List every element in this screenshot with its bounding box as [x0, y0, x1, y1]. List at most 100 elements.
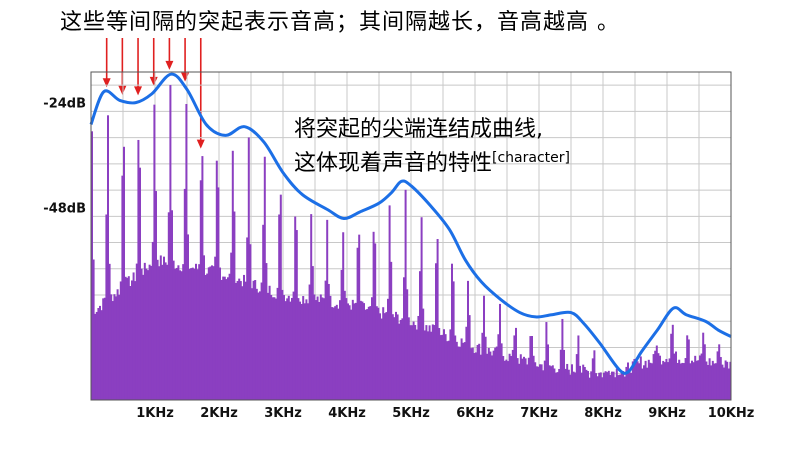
- spectrum-bar: [411, 325, 413, 400]
- annotation-line2-text: 这体现着声音的特性: [294, 151, 493, 176]
- plot-frame: [90, 71, 732, 401]
- spectrum-bar: [446, 341, 449, 400]
- spectrum-bar: [612, 371, 615, 400]
- spectrum-bar: [353, 303, 356, 400]
- spectrum-bar: [665, 358, 668, 400]
- spectrum-bar: [115, 296, 117, 400]
- spectrum-bar: [719, 357, 722, 400]
- spectrum-bar: [439, 335, 442, 400]
- spectrum-bar: [478, 343, 481, 400]
- spectrum-bar: [460, 338, 463, 400]
- spectrum-bar: [583, 367, 586, 400]
- spectrum-bar: [567, 369, 570, 400]
- spectrum-bar: [611, 371, 613, 400]
- spectrum-bar: [396, 314, 399, 400]
- spectrum-bar: [249, 244, 252, 400]
- harmonic-arrow: [165, 38, 174, 70]
- spectrum-bar: [100, 310, 103, 400]
- spectrum-bar: [374, 243, 377, 400]
- spectrum-bar: [292, 291, 295, 400]
- spectrum-bar: [94, 313, 97, 400]
- spectrum-bar: [550, 366, 553, 400]
- annotation-superscript: [character]: [492, 150, 570, 166]
- spectrum-bar: [215, 160, 218, 400]
- spectrum-bar: [444, 334, 447, 400]
- spectrum-bar: [294, 216, 297, 400]
- spectrum-bar: [257, 292, 260, 400]
- spectrum-bar: [604, 371, 607, 400]
- spectrum-bar: [188, 268, 191, 400]
- spectrum-bar: [724, 360, 727, 400]
- spectrum-bar: [407, 317, 410, 400]
- spectrum-bar: [279, 194, 282, 400]
- spectrum-bar: [644, 360, 647, 400]
- spectrum-bar: [263, 156, 266, 400]
- spectrum-bar: [561, 318, 564, 400]
- spectrum-bar: [548, 365, 551, 400]
- spectrum-bar: [331, 307, 333, 400]
- x-tick-label: 4KHz: [328, 406, 366, 421]
- spectrum-bar: [513, 335, 516, 400]
- spectrum-bar: [236, 281, 239, 400]
- spectrum-bar: [678, 359, 681, 400]
- spectrum-bar: [486, 353, 489, 400]
- spectrum-bar: [646, 367, 649, 400]
- spectrum-bar: [499, 303, 501, 400]
- spectrum-bar: [359, 300, 362, 400]
- spectrum-bar: [329, 295, 332, 400]
- spectrum-bar: [103, 297, 106, 400]
- spectrum-bar: [134, 281, 137, 400]
- spectrum-bar: [713, 363, 716, 400]
- spectrum-bar: [303, 303, 306, 400]
- spectrum-bar: [401, 318, 404, 400]
- spectrum-bar: [483, 295, 485, 400]
- spectrum-bar: [596, 376, 599, 400]
- spectrum-bar: [91, 131, 93, 400]
- spectrum-bar: [159, 255, 162, 400]
- spectrum-bar: [419, 271, 421, 400]
- spectrum-bar: [598, 372, 601, 400]
- spectrum-bar: [660, 364, 663, 400]
- spectrum-bar: [233, 211, 236, 400]
- spectrum-bar: [166, 264, 169, 400]
- harmonic-arrow: [149, 38, 158, 86]
- spectrum-bar: [246, 237, 249, 400]
- spectrum-bar: [540, 364, 543, 400]
- spectrum-bar: [431, 324, 434, 400]
- spectrum-bar: [399, 319, 402, 400]
- spectrum-bar: [638, 363, 641, 400]
- spectrum-bar: [649, 362, 652, 400]
- spectrum-bar: [467, 280, 469, 400]
- spectrum-bar: [654, 350, 657, 400]
- spectrum-bar: [503, 360, 506, 400]
- spectrum-bar: [241, 286, 244, 400]
- spectrum-bar: [139, 167, 141, 400]
- spectrum-bar: [377, 307, 380, 400]
- spectrum-bar: [667, 362, 669, 400]
- spectrum-bar: [415, 329, 418, 400]
- spectrum-bar: [505, 359, 508, 400]
- spectrum-bar: [323, 298, 325, 400]
- x-tick-label: 6KHz: [456, 406, 494, 421]
- spectrum-bar: [430, 331, 433, 400]
- harmonic-arrow: [181, 38, 190, 82]
- spectrum-bars: [91, 85, 732, 401]
- spectrum-bar: [299, 301, 301, 400]
- spectrum-bar: [350, 309, 353, 400]
- spectrum-bar: [534, 362, 537, 400]
- spectrum-bar: [468, 315, 471, 400]
- spectrum-bar: [111, 301, 114, 400]
- spectrum-bar: [156, 259, 159, 400]
- spectrum-bar: [126, 277, 129, 400]
- spectrum-bar: [707, 364, 709, 400]
- spectrum-bar: [438, 328, 441, 400]
- spectrum-bar: [675, 351, 677, 400]
- spectrum-bar: [726, 361, 729, 400]
- spectrum-bar: [371, 297, 373, 400]
- spectrum-bar: [412, 321, 415, 400]
- spectrum-bar: [219, 267, 221, 400]
- spectrum-bar: [515, 327, 517, 400]
- spectrum-bar: [361, 301, 364, 400]
- spectrum-bar: [555, 372, 557, 400]
